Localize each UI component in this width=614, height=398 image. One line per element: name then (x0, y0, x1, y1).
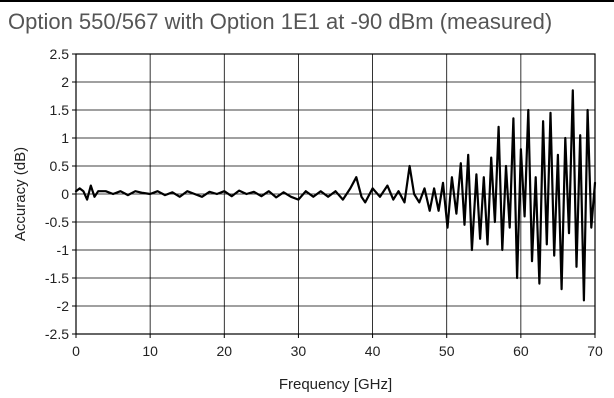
x-tick-label: 20 (216, 343, 232, 359)
y-tick-label: -1 (57, 242, 70, 258)
x-tick-label: 0 (72, 343, 80, 359)
y-tick-label: -2 (57, 298, 70, 314)
chart-title: Option 550/567 with Option 1E1 at -90 dB… (8, 9, 553, 34)
y-tick-label: 2.5 (50, 46, 70, 62)
y-tick-label: 2 (61, 74, 69, 90)
y-tick-label: -2.5 (45, 326, 69, 342)
y-tick-label: 0.5 (50, 158, 70, 174)
x-tick-label: 70 (587, 343, 603, 359)
accuracy-series-line (74, 89, 597, 302)
x-axis-label: Frequency [GHz] (279, 376, 392, 393)
x-tick-label: 40 (365, 343, 381, 359)
x-tick-label: 50 (439, 343, 455, 359)
y-tick-label: -0.5 (45, 214, 69, 230)
x-tick-label: 60 (513, 343, 529, 359)
y-tick-label: -1.5 (45, 270, 69, 286)
top-border-line (0, 0, 614, 2)
y-tick-label: 0 (61, 186, 69, 202)
x-tick-label: 10 (142, 343, 158, 359)
y-tick-label: 1 (61, 130, 69, 146)
y-tick-label: 1.5 (50, 102, 70, 118)
y-axis-label: Accuracy (dB) (12, 147, 29, 241)
x-tick-label: 30 (291, 343, 307, 359)
